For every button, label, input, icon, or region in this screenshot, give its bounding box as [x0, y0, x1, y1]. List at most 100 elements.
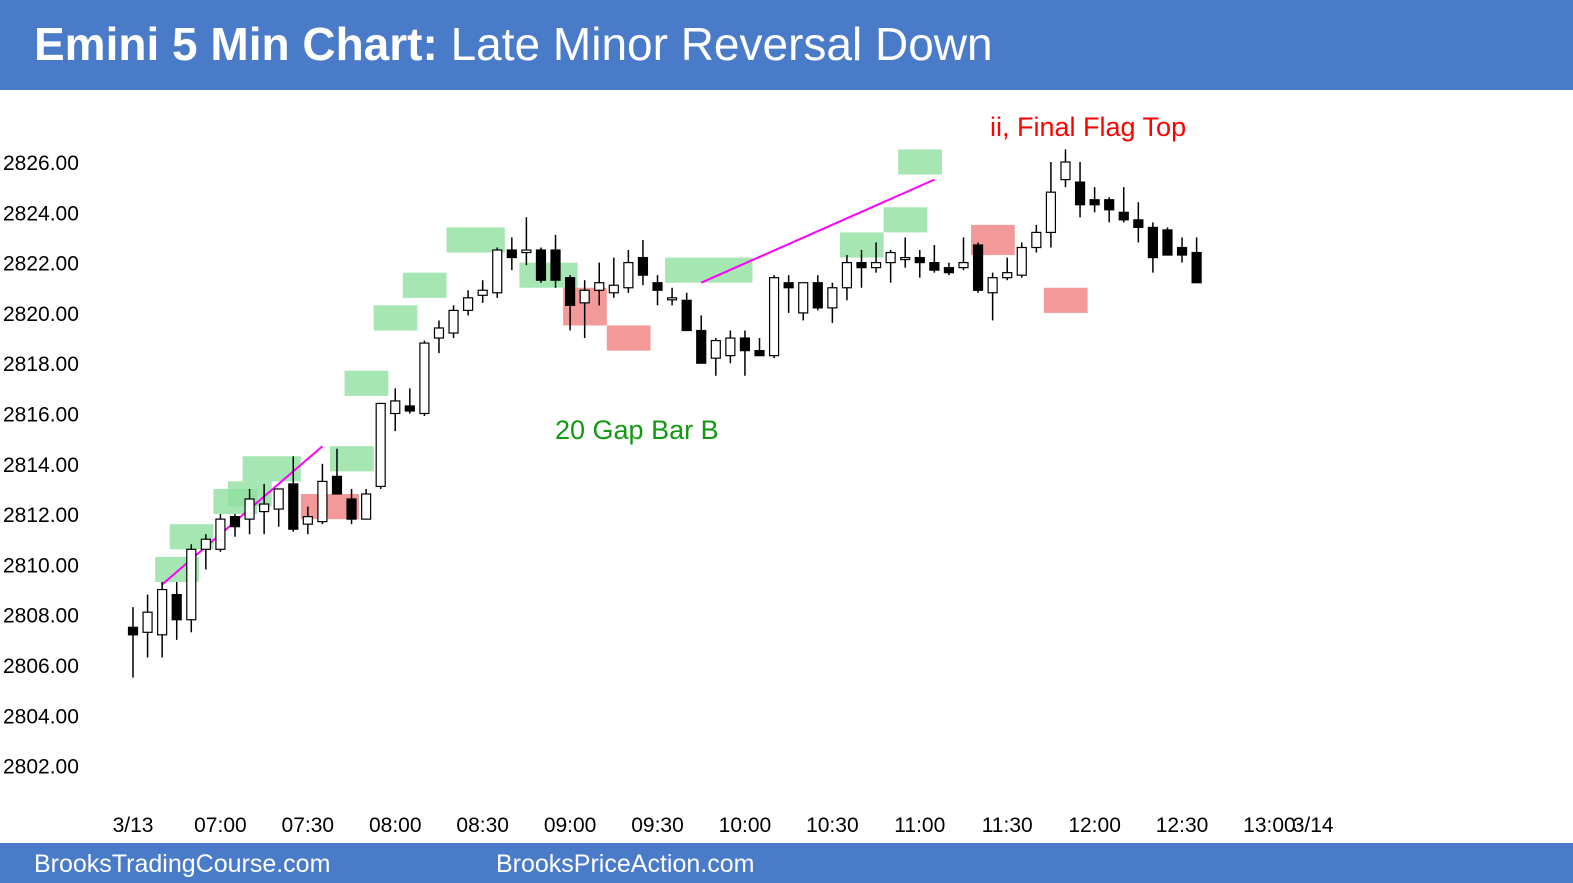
- candle-body: [1176, 246, 1188, 256]
- x-tick-label: 10:00: [719, 814, 772, 837]
- candle-body: [768, 277, 780, 357]
- y-tick-label: 2804.00: [3, 705, 79, 728]
- candle-body: [1162, 229, 1173, 256]
- bull-highlight-box: [373, 305, 418, 331]
- final-flag-annotation: ii, Final Flag Top: [990, 112, 1187, 142]
- bear-highlight-box: [606, 325, 651, 351]
- candle-body: [492, 249, 503, 294]
- page-title: Emini 5 Min Chart: Late Minor Reversal D…: [34, 14, 993, 74]
- candle-body: [127, 626, 139, 636]
- candle-body: [273, 488, 284, 510]
- candle-body: [521, 249, 532, 254]
- y-tick-label: 2822.00: [3, 253, 79, 276]
- y-tick-label: 2824.00: [3, 202, 79, 225]
- y-tick-label: 2812.00: [3, 504, 79, 527]
- candle-body: [375, 402, 386, 488]
- candle-body: [608, 284, 619, 294]
- x-tick-label: 3/14: [1293, 814, 1334, 837]
- candle-body: [157, 588, 168, 636]
- candle-body: [346, 498, 357, 520]
- candle-body: [550, 249, 561, 281]
- x-tick-label: 08:30: [456, 814, 509, 837]
- bull-highlight-box: [344, 370, 389, 396]
- candle-body: [433, 327, 445, 339]
- x-tick-label: 12:00: [1068, 814, 1121, 837]
- y-tick-label: 2816.00: [3, 404, 79, 427]
- candle-body: [972, 244, 984, 291]
- candle-body: [200, 538, 211, 550]
- candle-body: [914, 256, 925, 264]
- y-tick-label: 2814.00: [3, 454, 79, 477]
- x-tick-label: 12:30: [1156, 814, 1209, 837]
- candle-body: [798, 282, 809, 314]
- candle-body: [463, 297, 474, 311]
- candle-body: [317, 480, 328, 523]
- candle-body: [870, 262, 882, 269]
- candle-body: [215, 518, 226, 550]
- candle-body: [419, 342, 430, 415]
- candle-body: [594, 282, 605, 291]
- candle-body: [827, 287, 838, 309]
- candle-body: [637, 256, 649, 276]
- candle-body: [331, 475, 343, 495]
- x-tick-label: 11:00: [894, 814, 945, 837]
- candle-body: [623, 262, 634, 289]
- x-tick-label: 07:30: [282, 814, 335, 837]
- candle-body: [666, 297, 678, 301]
- y-tick-label: 2810.00: [3, 554, 79, 577]
- y-tick-label: 2826.00: [3, 152, 79, 175]
- footer-left-link[interactable]: BrooksTradingCourse.com: [34, 850, 331, 878]
- candle-body: [1045, 191, 1057, 234]
- candle-body: [186, 548, 197, 621]
- candle-body: [885, 251, 896, 264]
- candle-body: [288, 483, 299, 530]
- candle-body: [725, 337, 736, 357]
- candle-body: [841, 262, 853, 289]
- candlestick-chart: 2802.00 2804.00 2806.00 2808.00 2810.00 2812.…: [3, 149, 1334, 837]
- candle-body: [390, 400, 401, 415]
- bull-highlight-box: [402, 272, 447, 298]
- bull-highlight-box: [242, 456, 301, 482]
- candle-body: [448, 309, 459, 334]
- bull-highlight-box: [446, 227, 505, 253]
- x-tick-label: 13:00: [1243, 814, 1296, 837]
- y-tick-label: 2802.00: [3, 756, 79, 779]
- x-tick-label: 11:30: [982, 814, 1033, 837]
- x-tick-label: 3/13: [113, 814, 154, 837]
- candle-body: [681, 299, 692, 332]
- candle-body: [1118, 211, 1129, 221]
- candle-body: [404, 405, 415, 412]
- candle-body: [302, 516, 313, 525]
- bear-highlight-box: [1043, 287, 1088, 313]
- candle-body: [943, 267, 955, 274]
- footer-center-link[interactable]: BrooksPriceAction.com: [496, 850, 755, 878]
- candle-body: [929, 262, 940, 271]
- candle-body: [361, 493, 372, 520]
- candle-body: [1016, 246, 1027, 276]
- candle-body: [171, 593, 182, 621]
- candle-body: [900, 256, 911, 261]
- y-tick-label: 2818.00: [3, 353, 79, 376]
- candle-body: [1104, 199, 1115, 211]
- x-tick-label: 07:00: [194, 814, 247, 837]
- x-tick-label: 09:30: [631, 814, 684, 837]
- header-bar: Emini 5 Min Chart: Late Minor Reversal D…: [0, 0, 1573, 90]
- candle-body: [1031, 231, 1042, 249]
- candle-body: [987, 277, 998, 294]
- candle-body: [244, 498, 255, 520]
- y-tick-label: 2820.00: [3, 303, 79, 326]
- candle-body: [856, 262, 867, 269]
- candle-body: [652, 282, 663, 291]
- candle-body: [710, 339, 721, 359]
- bull-highlight-box: [898, 149, 942, 175]
- candle-body: [229, 516, 241, 528]
- candle-body: [1060, 161, 1071, 181]
- candle-body: [564, 277, 576, 306]
- x-tick-label: 09:00: [544, 814, 597, 837]
- y-tick-label: 2808.00: [3, 605, 79, 628]
- gap-bar-annotation: 20 Gap Bar B: [555, 415, 719, 445]
- footer-bar: BrooksTradingCourse.com BrooksPriceActio…: [0, 843, 1573, 883]
- candle-body: [739, 337, 751, 352]
- x-tick-label: 10:30: [806, 814, 859, 837]
- candle-body: [783, 282, 794, 289]
